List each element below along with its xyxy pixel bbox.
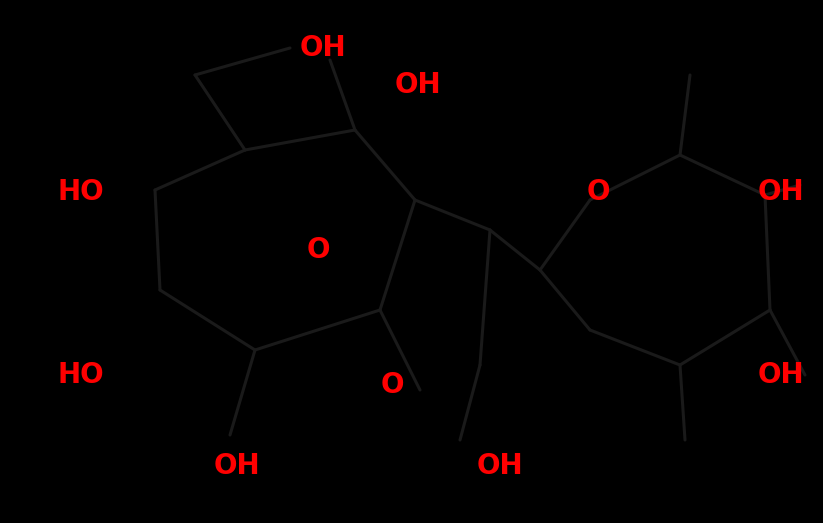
Text: OH: OH (214, 452, 260, 480)
Text: OH: OH (758, 361, 805, 389)
Text: OH: OH (758, 178, 805, 206)
Text: OH: OH (300, 34, 346, 62)
Text: OH: OH (395, 71, 442, 99)
Text: HO: HO (58, 178, 105, 206)
Text: O: O (586, 178, 610, 206)
Text: HO: HO (58, 361, 105, 389)
Text: O: O (380, 371, 404, 399)
Text: OH: OH (477, 452, 523, 480)
Text: O: O (306, 236, 330, 264)
